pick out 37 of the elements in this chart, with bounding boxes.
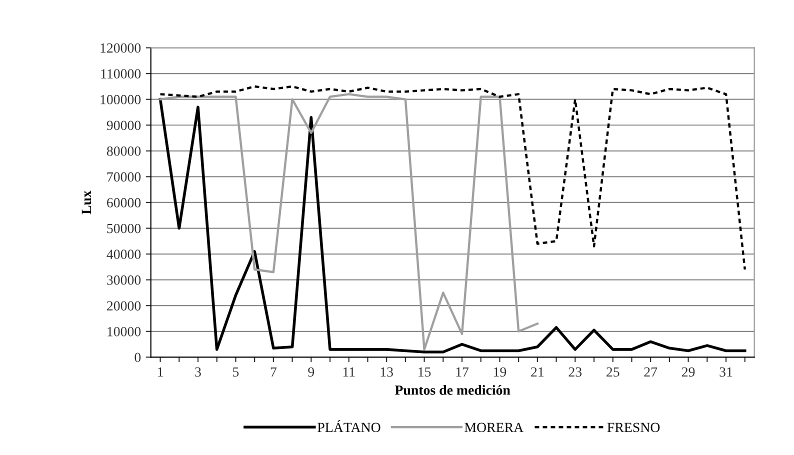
x-tick-label: 5: [233, 367, 239, 377]
y-tick-label: 60000: [107, 198, 141, 208]
y-tick-label: 30000: [107, 275, 141, 285]
x-tick-label: 9: [308, 367, 314, 377]
y-tick-label: 50000: [107, 224, 141, 234]
x-tick-label: 15: [418, 367, 431, 377]
y-tick-label: 110000: [101, 69, 141, 79]
x-tick-label: 3: [195, 367, 201, 377]
y-tick-label: 120000: [100, 43, 141, 53]
line-series: [159, 93, 539, 351]
y-axis-title: Lux: [82, 190, 92, 214]
legend-label: MORERA: [464, 422, 524, 432]
x-tick-label: 11: [343, 367, 355, 377]
x-tick-label: 1: [158, 367, 163, 377]
x-tick-label: 13: [380, 367, 393, 377]
y-tick-label: 80000: [106, 146, 141, 156]
y-tick-label: 0: [134, 352, 141, 362]
x-tick-label: 17: [456, 367, 469, 377]
x-tick-label: 7: [270, 367, 277, 377]
y-tick-label: 40000: [106, 250, 141, 259]
legend-label: PLÁTANO: [318, 420, 380, 432]
x-tick-label: 21: [531, 367, 544, 377]
y-tick-label: 20000: [107, 301, 141, 311]
y-tick-label: 100000: [100, 94, 141, 104]
x-tick-label: 23: [568, 367, 582, 377]
x-tick-label: 29: [682, 367, 695, 377]
line-series: [159, 85, 746, 271]
x-axis-title: Puntos de medición: [394, 385, 510, 395]
y-tick-label: 90000: [106, 120, 141, 130]
line-series: [158, 98, 746, 354]
y-tick-label: 70000: [107, 172, 141, 182]
x-tick-label: 27: [644, 367, 658, 377]
x-tick-label: 19: [494, 367, 506, 377]
x-tick-label: 25: [606, 367, 620, 377]
y-tick-label: 10000: [108, 326, 141, 336]
x-tick-label: 31: [720, 367, 732, 377]
legend-label: FRESNO: [607, 422, 660, 432]
